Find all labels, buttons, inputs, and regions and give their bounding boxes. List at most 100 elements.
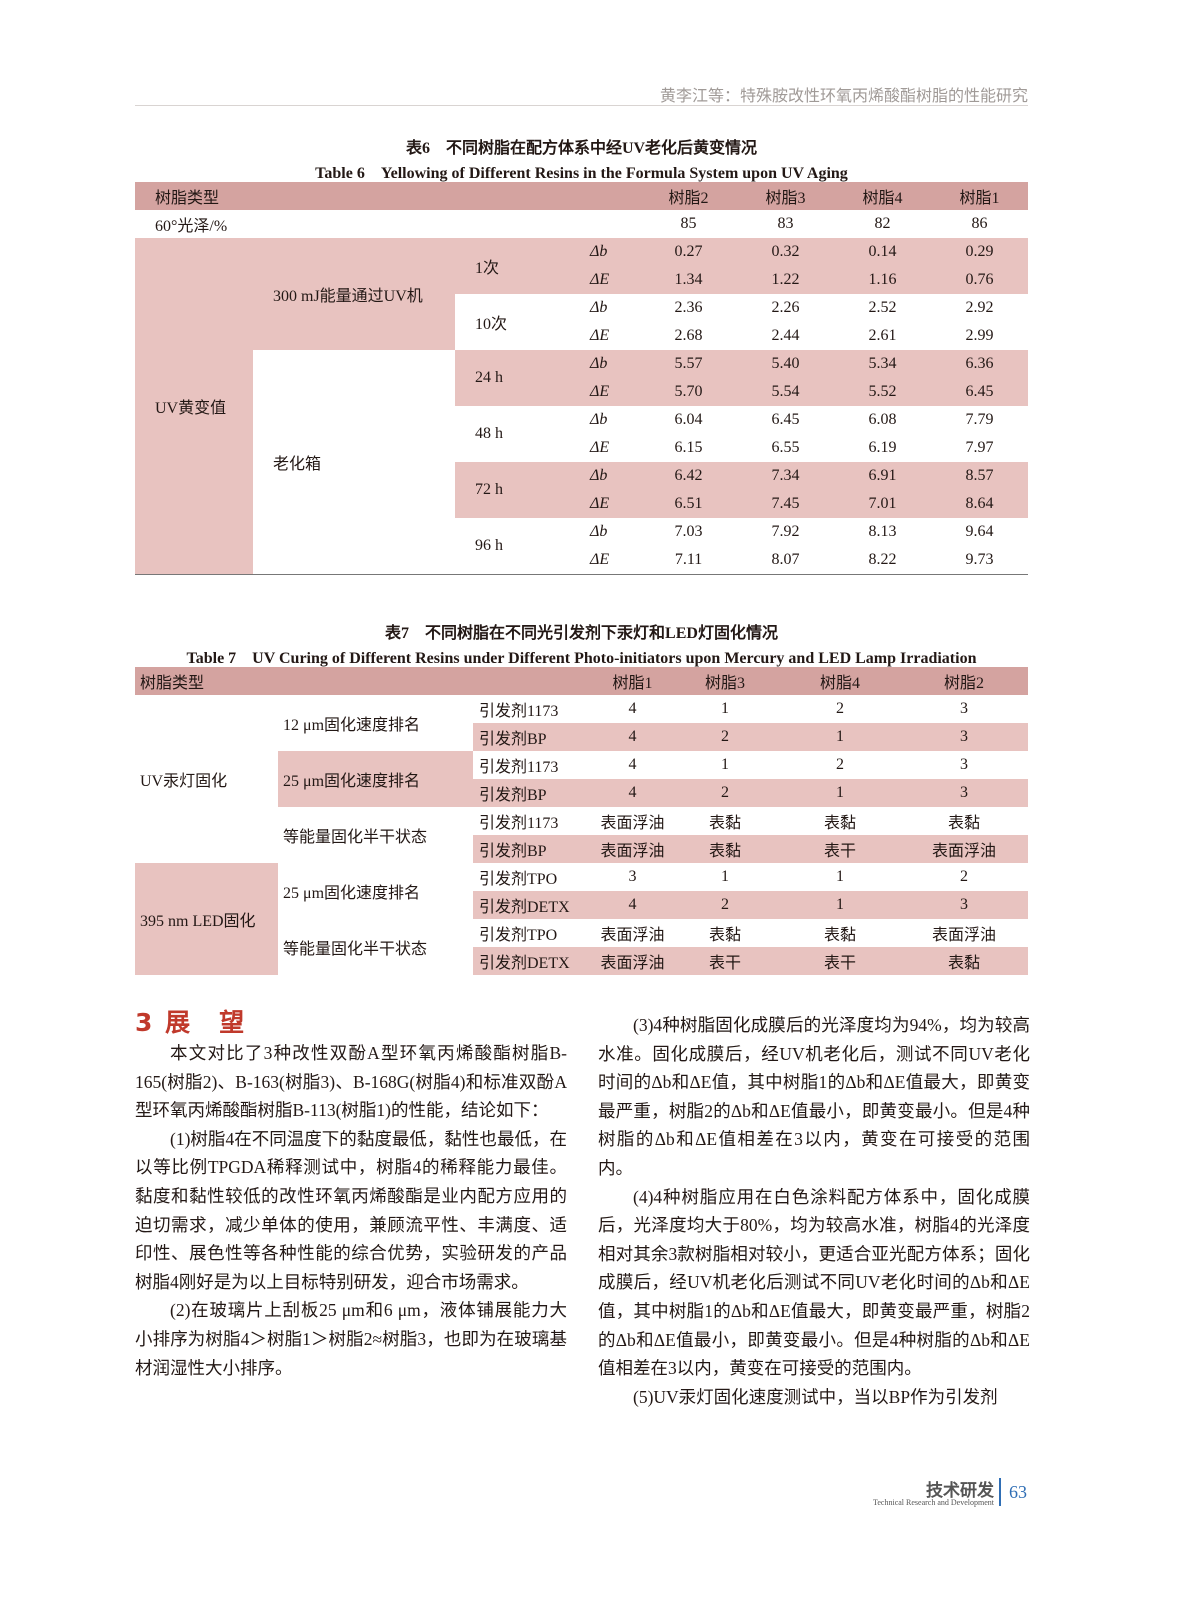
initiator-label: 引发剂TPO bbox=[479, 927, 558, 944]
table-cell: 2.26 bbox=[771, 299, 800, 316]
table6-caption-en: Table 6 Yellowing of Different Resins in… bbox=[315, 165, 848, 182]
table-cell: 5.40 bbox=[737, 350, 835, 378]
table-cell: 7.01 bbox=[834, 490, 932, 518]
table-cell: 表黏 bbox=[670, 835, 781, 863]
table-cell: 6.08 bbox=[868, 411, 897, 428]
table-cell: 82 bbox=[874, 215, 891, 232]
table-row: 48 h Δb 6.04 6.45 6.08 7.79 bbox=[135, 406, 1028, 442]
table-row: 等能量固化半干状态 引发剂TPO 表面浮油 表黏 表黏 表面浮油 bbox=[135, 919, 1028, 958]
group-label: 395 nm LED固化 bbox=[135, 863, 278, 975]
table-cell: 1 bbox=[836, 868, 845, 885]
delta-label: Δb bbox=[570, 238, 641, 266]
initiator-label: 引发剂DETX bbox=[473, 947, 596, 975]
column-header: 树脂2 bbox=[640, 182, 738, 210]
table-cell: 1.22 bbox=[737, 266, 835, 294]
table-cell: 2.36 bbox=[674, 299, 703, 316]
delta-label: Δb bbox=[570, 350, 641, 378]
group-label: 300 mJ能量通过UV机 bbox=[253, 238, 455, 350]
header-rule bbox=[135, 105, 1028, 106]
table-cell: 3 bbox=[628, 868, 637, 885]
table-cell: 表黏 bbox=[824, 927, 857, 944]
table-cell: 8.22 bbox=[868, 551, 897, 568]
table-cell: 1 bbox=[721, 868, 730, 885]
table-cell: 1 bbox=[721, 756, 730, 773]
table-cell: 表面浮油 bbox=[600, 815, 665, 832]
delta-label: Δb bbox=[590, 299, 608, 316]
footer-column-en: Technical Research and Development bbox=[873, 1498, 994, 1507]
table-cell: 2 bbox=[836, 756, 845, 773]
table-cell: 1.34 bbox=[640, 266, 738, 294]
table-cell: 3 bbox=[900, 723, 1029, 751]
table-cell: 7.11 bbox=[674, 551, 703, 568]
table-cell: 85 bbox=[680, 215, 697, 232]
table-row: 树脂类型 树脂1 树脂3 树脂4 树脂2 bbox=[135, 667, 1029, 695]
table-cell: 6.55 bbox=[771, 439, 800, 456]
paragraph: 本文对比了3种改性双酚A型环氧丙烯酸酯树脂B-165(树脂2)、B-163(树脂… bbox=[135, 1043, 567, 1121]
paragraph: (5)UV汞灯固化速度测试中，当以BP作为引发剂 bbox=[633, 1386, 998, 1407]
table-cell: 1 bbox=[780, 779, 901, 807]
table-row: 引发剂DETX 4 2 1 3 bbox=[135, 891, 1029, 919]
table-cell: 3 bbox=[900, 779, 1029, 807]
table-row: ΔE 6.15 6.55 6.19 7.97 bbox=[135, 434, 1028, 462]
table-cell: 3 bbox=[960, 700, 969, 717]
table-row: 引发剂BP 表面浮油 表黏 表干 表面浮油 bbox=[135, 835, 1029, 863]
table-row: 老化箱 24 h Δb 5.57 5.40 5.34 6.36 bbox=[135, 350, 1029, 473]
period-label: 10次 bbox=[475, 316, 508, 333]
table-cell: 2 bbox=[670, 779, 781, 807]
sub-label: 等能量固化半干状态 bbox=[283, 941, 428, 958]
table7-caption-en: Table 7 UV Curing of Different Resins un… bbox=[186, 650, 977, 667]
period-label: 96 h bbox=[475, 537, 503, 554]
table-cell: 7.03 bbox=[674, 523, 703, 540]
period-label: 1次 bbox=[455, 238, 570, 294]
running-title: 黄李江等：特殊胺改性环氧丙烯酸酯树脂的性能研究 bbox=[659, 86, 1028, 105]
table-row: 96 h Δb 7.03 7.92 8.13 9.64 bbox=[135, 518, 1028, 554]
initiator-label: 引发剂1173 bbox=[479, 703, 559, 720]
table7-caption-cn: 表7 不同树脂在不同光引发剂下汞灯和LED灯固化情况 bbox=[385, 625, 778, 642]
initiator-label: 引发剂BP bbox=[473, 723, 596, 751]
table-row: 引发剂BP 4 2 1 3 bbox=[135, 779, 1029, 807]
period-label: 48 h bbox=[475, 425, 503, 442]
table-cell: 表干 bbox=[780, 835, 901, 863]
initiator-label: 引发剂DETX bbox=[473, 891, 596, 919]
table-cell: 4 bbox=[628, 756, 637, 773]
column-header: 树脂3 bbox=[737, 182, 835, 210]
table-cell: 2.92 bbox=[965, 299, 994, 316]
table-cell: 2 bbox=[960, 868, 969, 885]
section-title: 3 展 望 bbox=[135, 1008, 247, 1037]
sub-label: 25 μm固化速度排名 bbox=[283, 885, 421, 902]
delta-label: ΔE bbox=[570, 378, 641, 406]
table-cell: 2.52 bbox=[868, 299, 897, 316]
table-cell: 6.42 bbox=[640, 462, 738, 490]
delta-label: ΔE bbox=[570, 266, 641, 294]
table-cell: 86 bbox=[971, 215, 988, 232]
sub-label: 12 μm固化速度排名 bbox=[283, 717, 421, 734]
table-cell: 2.68 bbox=[674, 327, 703, 344]
table-cell: 6.04 bbox=[674, 411, 703, 428]
table-row: ΔE 1.34 1.22 1.16 0.76 bbox=[135, 266, 1029, 294]
initiator-label: 引发剂BP bbox=[473, 779, 596, 807]
table-cell: 表面浮油 bbox=[932, 927, 997, 944]
column-header: 树脂类型 bbox=[135, 182, 641, 210]
table-cell: 7.45 bbox=[737, 490, 835, 518]
table-row: 10次 Δb 2.36 2.26 2.52 2.92 bbox=[135, 294, 1028, 333]
sub-label: 25 μm固化速度排名 bbox=[278, 751, 473, 807]
table-cell: 8.07 bbox=[771, 551, 800, 568]
table-cell: 7.92 bbox=[771, 523, 800, 540]
column-header: 树脂类型 bbox=[135, 667, 596, 695]
table-cell: 6.45 bbox=[771, 411, 800, 428]
table-cell: 6.51 bbox=[640, 490, 738, 518]
table-cell: 4 bbox=[628, 700, 637, 717]
table-cell: 表面浮油 bbox=[600, 927, 665, 944]
group-label: UV汞灯固化 bbox=[140, 773, 228, 790]
table-row: 72 h Δb 6.42 7.34 6.91 8.57 bbox=[135, 462, 1029, 518]
sub-label: 等能量固化半干状态 bbox=[283, 829, 428, 846]
table-row: ΔE 6.51 7.45 7.01 8.64 bbox=[135, 490, 1029, 518]
table-cell: 2.44 bbox=[771, 327, 800, 344]
table-cell: 4 bbox=[595, 891, 671, 919]
table-cell: 3 bbox=[900, 891, 1029, 919]
table-cell: 2 bbox=[836, 700, 845, 717]
table-cell: 83 bbox=[777, 215, 794, 232]
table-cell: 1 bbox=[780, 891, 901, 919]
table-row: UV黄变值 300 mJ能量通过UV机 1次 Δb 0.27 0.32 0.14 0.29 bbox=[135, 238, 1029, 575]
table-cell: 5.52 bbox=[834, 378, 932, 406]
